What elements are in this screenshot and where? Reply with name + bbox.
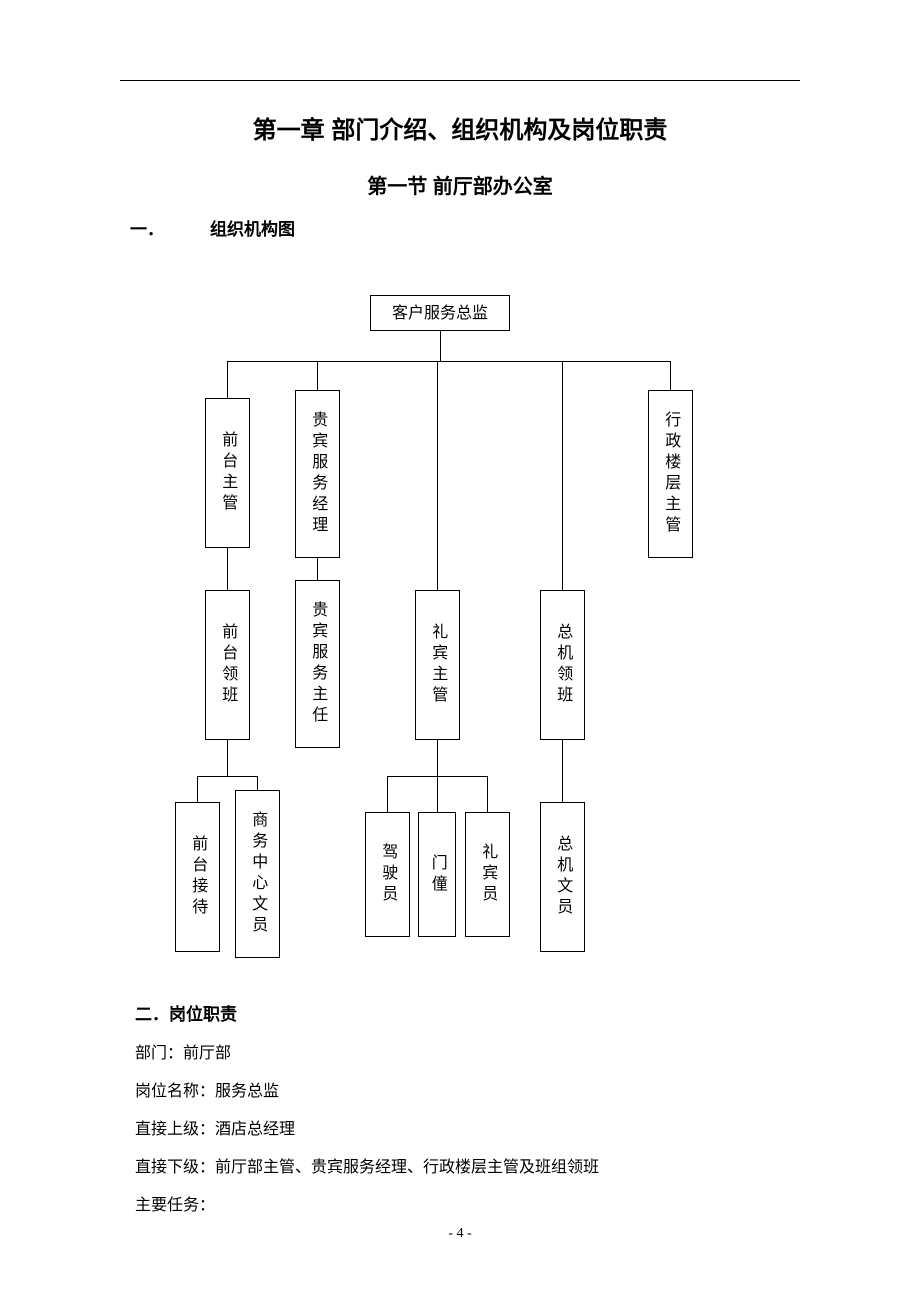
node-front-desk-reception: 前台接待	[175, 802, 220, 952]
body-line-2: 岗位名称：服务总监	[135, 1073, 279, 1111]
connector	[197, 776, 257, 777]
page-number: - 4 -	[0, 1226, 920, 1242]
connector	[670, 361, 671, 390]
node-front-desk-leader: 前台领班	[205, 590, 250, 740]
connector	[487, 776, 488, 812]
node-vip-service-manager: 贵宾服务经理	[295, 390, 340, 558]
heading-job-duties: 二．岗位职责	[135, 1000, 237, 1025]
node-exec-floor-supervisor: 行政楼层主管	[648, 390, 693, 558]
node-concierge-supervisor: 礼宾主管	[415, 590, 460, 740]
body-line-4: 直接下级：前厅部主管、贵宾服务经理、行政楼层主管及班组领班	[135, 1149, 599, 1187]
node-business-center-clerk: 商务中心文员	[235, 790, 280, 958]
connector	[227, 361, 670, 362]
node-concierge-staff: 礼宾员	[465, 812, 510, 937]
connector	[227, 548, 228, 590]
node-operator-clerk: 总机文员	[540, 802, 585, 952]
connector	[437, 361, 438, 590]
connector	[562, 361, 563, 590]
header-rule	[120, 80, 800, 81]
node-operator-leader: 总机领班	[540, 590, 585, 740]
connector	[387, 776, 388, 812]
connector	[440, 331, 441, 361]
body-line-1: 部门：前厅部	[135, 1035, 231, 1073]
heading-num: 一．	[130, 215, 210, 240]
chapter-title: 第一章 部门介绍、组织机构及岗位职责	[0, 110, 920, 145]
page: 第一章 部门介绍、组织机构及岗位职责 第一节 前厅部办公室 一．组织机构图 客户…	[0, 0, 920, 1302]
node-vip-service-chief: 贵宾服务主任	[295, 580, 340, 748]
connector	[437, 776, 438, 812]
connector	[437, 740, 438, 776]
node-root: 客户服务总监	[370, 295, 510, 331]
connector	[197, 776, 198, 802]
connector	[317, 558, 318, 580]
body-line-5: 主要任务：	[135, 1187, 215, 1225]
node-doorman: 门僮	[418, 812, 456, 937]
heading-text: 组织机构图	[210, 220, 295, 239]
connector	[227, 740, 228, 776]
connector	[257, 776, 258, 790]
node-driver: 驾驶员	[365, 812, 410, 937]
connector	[562, 740, 563, 802]
section-title: 第一节 前厅部办公室	[0, 170, 920, 199]
connector	[317, 361, 318, 390]
node-front-desk-supervisor: 前台主管	[205, 398, 250, 548]
body-line-3: 直接上级：酒店总经理	[135, 1111, 295, 1149]
connector	[227, 361, 228, 398]
heading-org-chart: 一．组织机构图	[130, 215, 295, 240]
